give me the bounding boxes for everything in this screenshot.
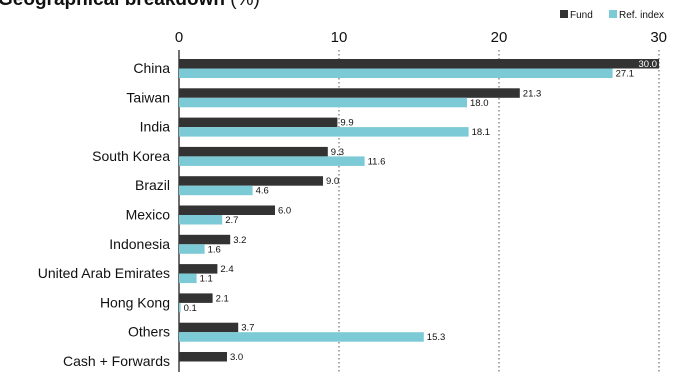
bar-ref-index bbox=[179, 156, 365, 166]
data-label: 2.4 bbox=[220, 264, 233, 275]
data-label: 11.6 bbox=[368, 156, 386, 167]
bars: 30.0 27.1 21.3 18.0 9.9 18.1 9.3 11.6 9.0 4.6 6.0 2… bbox=[179, 59, 659, 363]
chart-title-main: Geographical breakdown bbox=[0, 0, 225, 10]
bar-fund bbox=[179, 234, 231, 245]
x-tick-label: 30 bbox=[650, 29, 667, 46]
data-label: 2.1 bbox=[216, 293, 229, 304]
data-label: 1.1 bbox=[200, 274, 213, 285]
data-label: 4.6 bbox=[256, 186, 269, 197]
category-label: India bbox=[140, 119, 171, 135]
bar-fund bbox=[179, 264, 218, 274]
data-label: 15.3 bbox=[427, 332, 446, 343]
data-label: 30.0 bbox=[639, 59, 658, 70]
bar-fund bbox=[179, 117, 338, 128]
category-label: Hong Kong bbox=[100, 294, 170, 310]
bar-ref-index bbox=[179, 244, 205, 254]
bar-ref-index bbox=[179, 302, 181, 313]
bar-ref-index bbox=[179, 127, 469, 137]
legend-label: Ref. index bbox=[619, 10, 664, 21]
bar-fund bbox=[179, 293, 213, 303]
category-label: Taiwan bbox=[126, 89, 170, 105]
data-label: 21.3 bbox=[523, 88, 542, 99]
data-label: 18.1 bbox=[472, 127, 491, 138]
bar-fund bbox=[179, 176, 323, 186]
category-labels: China Taiwan India South Korea Brazil Mexico I… bbox=[38, 60, 171, 369]
data-label: 18.0 bbox=[470, 98, 489, 109]
category-label: Cash + Forwards bbox=[63, 353, 170, 369]
data-label: 1.6 bbox=[208, 244, 221, 255]
bar-ref-index bbox=[179, 332, 424, 342]
bar-ref-index bbox=[179, 185, 253, 196]
x-tick-label: 20 bbox=[491, 29, 508, 46]
category-label: South Korea bbox=[92, 148, 170, 164]
category-label: Others bbox=[128, 324, 170, 340]
data-label: 3.2 bbox=[233, 235, 246, 246]
chart-title: Geographical breakdown (%) bbox=[0, 0, 260, 10]
bar-fund bbox=[179, 88, 520, 98]
data-label: 9.0 bbox=[326, 176, 339, 187]
bar-ref-index bbox=[179, 273, 197, 284]
category-label: Mexico bbox=[126, 207, 171, 223]
data-label: 0.1 bbox=[184, 303, 197, 314]
x-axis-ticks: 0 10 20 30 bbox=[175, 29, 667, 46]
x-tick-label: 0 bbox=[175, 29, 183, 46]
category-label: China bbox=[133, 60, 170, 76]
legend: Fund Ref. index bbox=[560, 10, 664, 21]
legend-swatch bbox=[609, 10, 617, 18]
data-label: 9.3 bbox=[331, 147, 344, 158]
category-label: United Arab Emirates bbox=[38, 265, 170, 281]
legend-label: Fund bbox=[570, 10, 593, 21]
bar-fund bbox=[179, 352, 227, 362]
bar-ref-index bbox=[179, 68, 613, 78]
bar-fund bbox=[179, 322, 239, 333]
data-label: 3.7 bbox=[241, 323, 254, 334]
bar-fund bbox=[179, 59, 659, 69]
bar-ref-index bbox=[179, 97, 467, 108]
bar-fund bbox=[179, 205, 275, 215]
legend-swatch bbox=[560, 10, 568, 18]
chart-title-unit: (%) bbox=[225, 0, 260, 10]
category-label: Brazil bbox=[135, 177, 170, 193]
category-label: Indonesia bbox=[109, 236, 170, 252]
bar-ref-index bbox=[179, 215, 223, 225]
data-label: 9.9 bbox=[340, 118, 353, 129]
data-label: 3.0 bbox=[230, 352, 243, 363]
data-label: 6.0 bbox=[278, 206, 291, 217]
bar-fund bbox=[179, 146, 328, 157]
x-tick-label: 10 bbox=[331, 29, 348, 46]
data-label: 27.1 bbox=[616, 69, 635, 80]
data-label: 2.7 bbox=[225, 215, 238, 226]
